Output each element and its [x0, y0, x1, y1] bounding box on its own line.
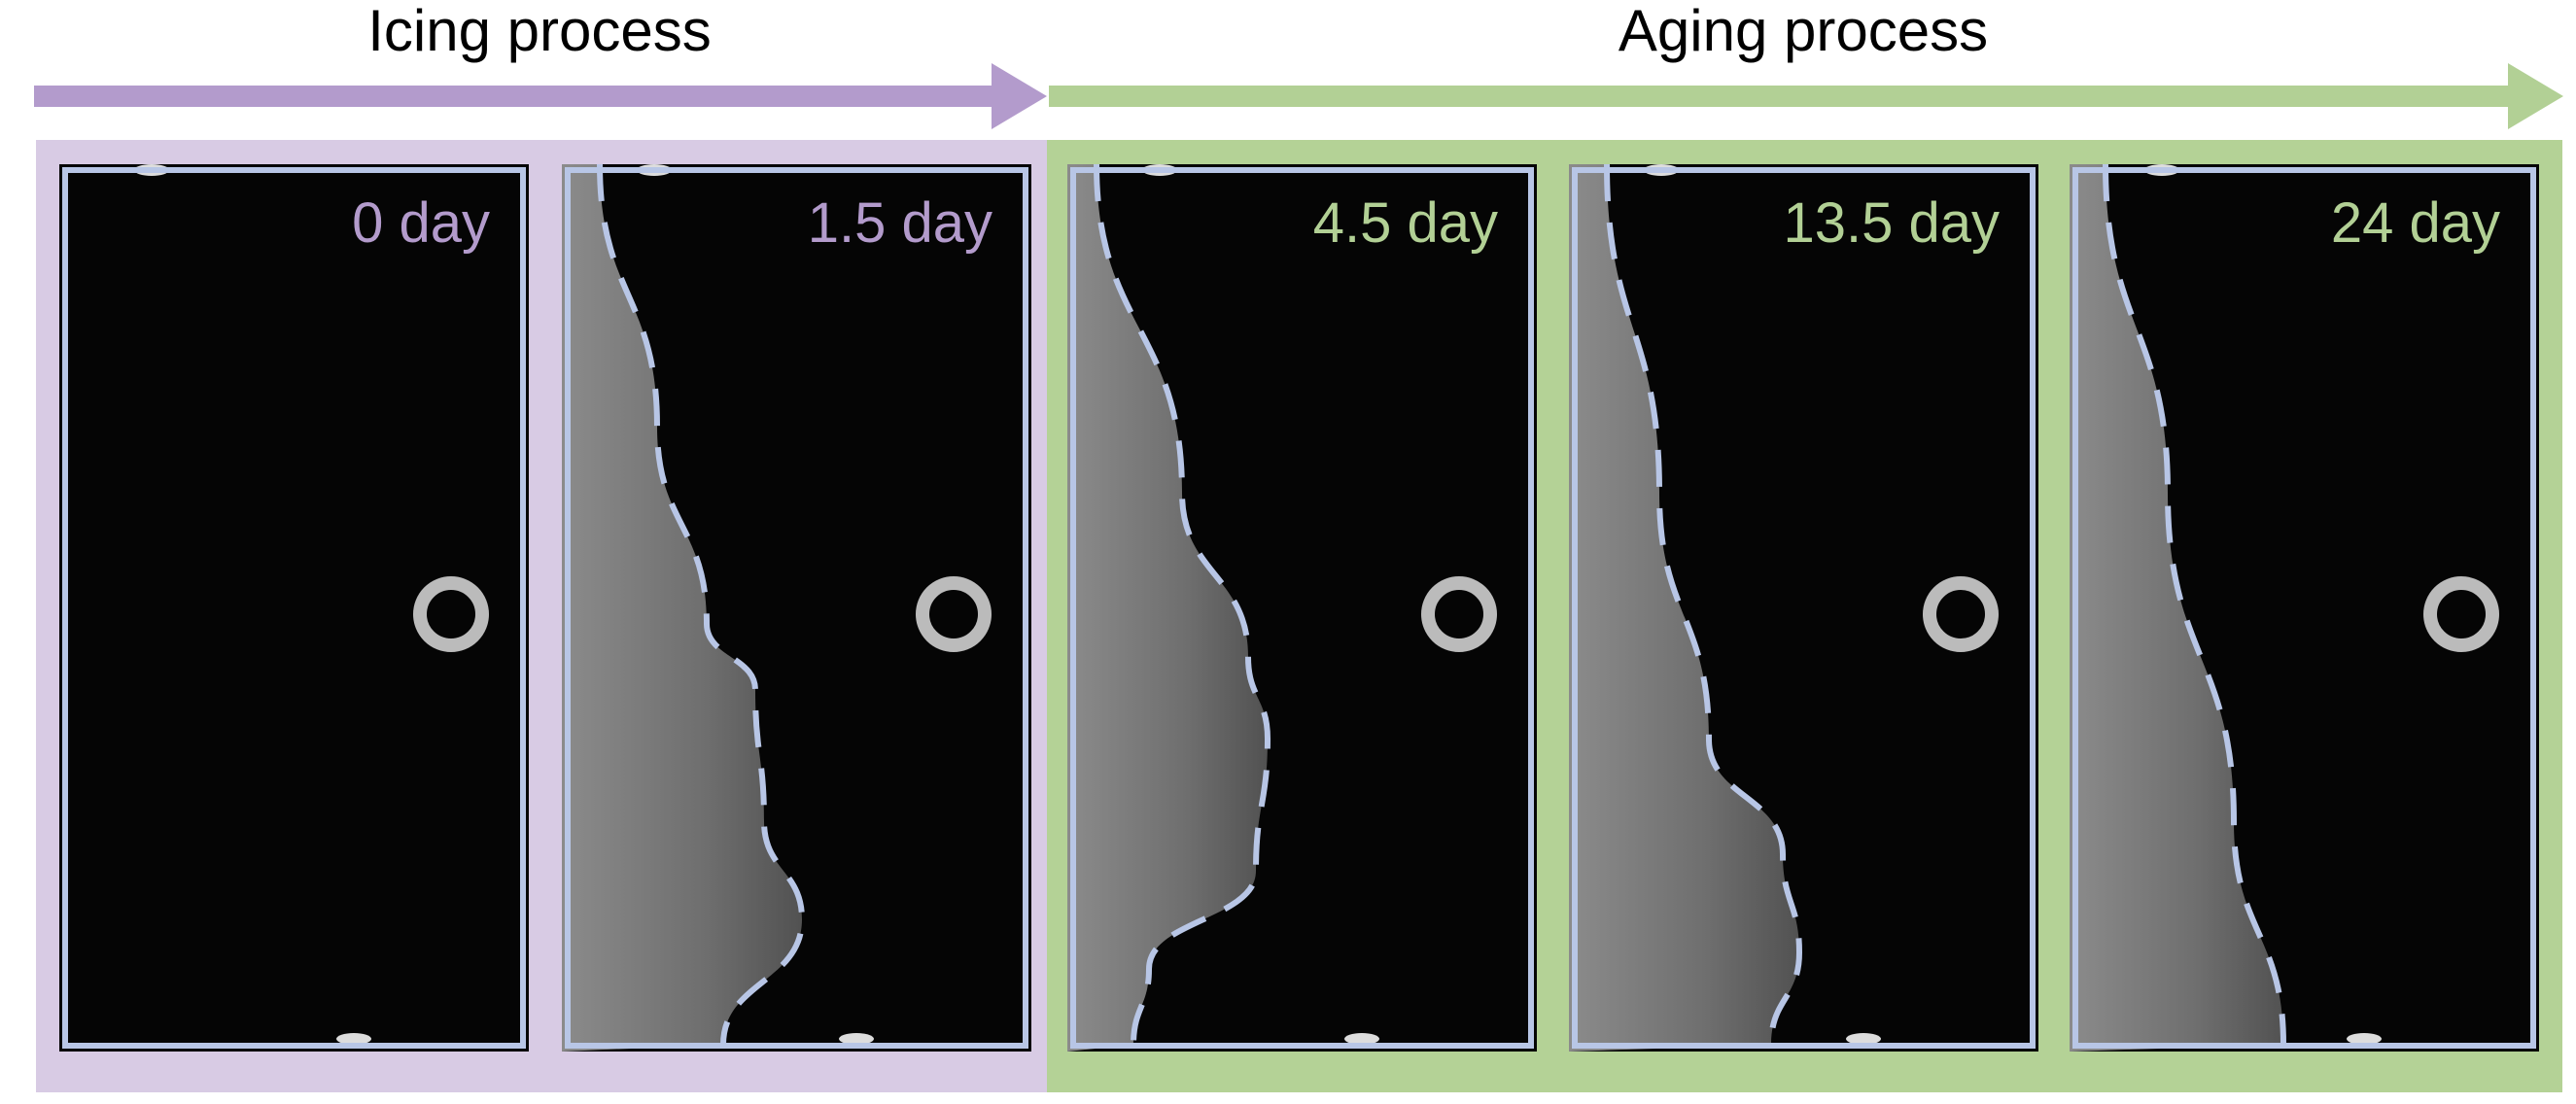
- port-fitting: [2423, 576, 2499, 652]
- icing-arrow: [34, 63, 1047, 129]
- ice-region: [1569, 164, 1799, 1052]
- day-label: 13.5 day: [1783, 191, 2000, 255]
- ice-boundary-dashed-line: [1604, 163, 1803, 1046]
- photo-panel: 24 day: [2070, 163, 2539, 1052]
- container-outline: [2072, 167, 2536, 1049]
- photo-panel: 4.5 day: [1067, 163, 1537, 1052]
- photo-panel: 1.5 day: [562, 163, 1031, 1052]
- ice-region: [1067, 164, 1268, 1052]
- container-outline: [565, 167, 1028, 1049]
- day-label: 1.5 day: [808, 191, 992, 255]
- ice-region: [562, 164, 802, 1052]
- bottom-light: [336, 1033, 371, 1045]
- day-label: 4.5 day: [1313, 191, 1498, 255]
- photo-background: [59, 164, 529, 1052]
- port-fitting: [916, 576, 992, 652]
- ice-boundary-dashed-line: [1094, 163, 1271, 1046]
- bottom-light: [1846, 1033, 1881, 1045]
- ice-region: [2070, 164, 2283, 1052]
- ice-boundary-dashed-line: [597, 163, 806, 1046]
- icing-process-title: Icing process: [367, 0, 712, 63]
- ice-boundary-dashed-line: [2103, 163, 2286, 1046]
- bottom-light: [2347, 1033, 2382, 1045]
- container-outline: [1572, 167, 2036, 1049]
- port-fitting: [413, 576, 489, 652]
- container-outline: [62, 167, 526, 1049]
- day-label: 24 day: [2331, 191, 2500, 255]
- bottom-light: [839, 1033, 874, 1045]
- port-fitting: [1923, 576, 1999, 652]
- day-label: 0 day: [352, 191, 490, 255]
- port-fitting: [1421, 576, 1497, 652]
- aging-arrow: [1049, 63, 2563, 129]
- bottom-light: [1344, 1033, 1379, 1045]
- container-outline: [1070, 167, 1534, 1049]
- aging-process-title: Aging process: [1619, 0, 1988, 63]
- photo-panel: 13.5 day: [1569, 163, 2038, 1052]
- photo-panel: 0 day: [59, 164, 529, 1052]
